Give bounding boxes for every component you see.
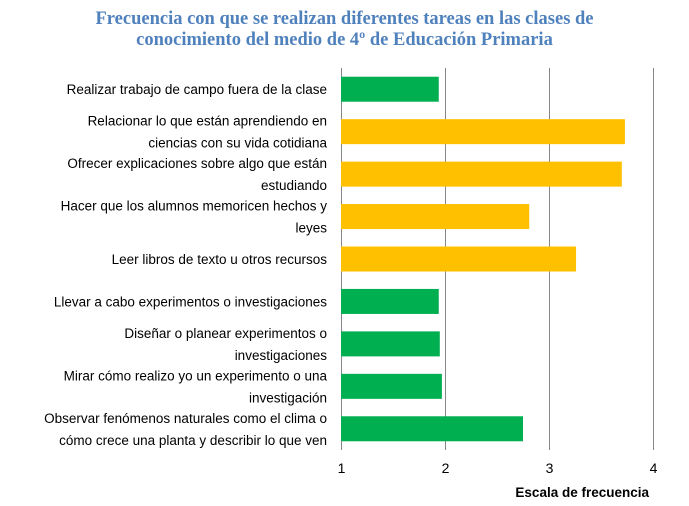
x-axis-title: Escala de frecuencia	[515, 485, 649, 500]
category-label-8-line-1: Mirar cómo realizo yo un experimento o u…	[64, 368, 328, 383]
x-tick-label-3: 3	[546, 460, 554, 476]
category-label-5-line-1: Leer libros de texto u otros recursos	[112, 252, 328, 267]
bar-7	[341, 331, 440, 357]
chart-title-line-1: Frecuencia con que se realizan diferente…	[95, 9, 594, 29]
category-label-6-line-1: Llevar a cabo experimentos o investigaci…	[54, 294, 327, 309]
chart-title-line-2: conocimiento del medio de 4º de Educació…	[136, 30, 553, 50]
x-tick-label-4: 4	[650, 460, 658, 476]
category-label-9-line-2: cómo crece una planta y describir lo que…	[59, 433, 327, 448]
bar-8	[341, 373, 442, 399]
category-label-2-line-2: ciencias con su vida cotidiana	[148, 136, 327, 151]
category-label-3-line-1: Ofrecer explicaciones sobre algo que est…	[67, 156, 327, 171]
category-label-4-line-2: leyes	[295, 221, 327, 236]
bar-6	[341, 288, 439, 314]
category-label-9-line-1: Observar fenómenos naturales como el cli…	[44, 411, 327, 426]
chart-title: Frecuencia con que se realizan diferente…	[0, 9, 689, 51]
category-label-3-line-2: estudiando	[261, 178, 327, 193]
category-label-2-line-1: Relacionar lo que están aprendiendo en	[88, 114, 327, 129]
x-tick-label-1: 1	[338, 460, 346, 476]
bar-5	[341, 246, 577, 272]
bar-4	[341, 204, 530, 230]
category-label-8-line-2: investigación	[249, 390, 327, 405]
category-label-4-line-1: Hacer que los alumnos memoricen hechos y	[61, 199, 328, 214]
bar-2	[341, 119, 625, 145]
bar-1	[341, 76, 439, 102]
bar-9	[341, 416, 523, 442]
x-tick-label-2: 2	[442, 460, 450, 476]
category-label-7-line-1: Diseñar o planear experimentos o	[124, 326, 327, 341]
category-label-1-line-1: Realizar trabajo de campo fuera de la cl…	[67, 82, 327, 97]
bar-3	[341, 161, 622, 187]
category-label-7-line-2: investigaciones	[235, 348, 328, 363]
